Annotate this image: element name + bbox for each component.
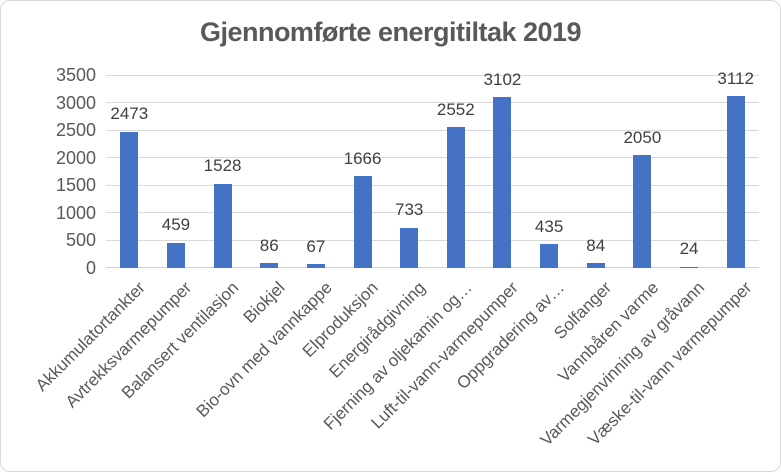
chart-title: Gjennomførte energitiltak 2019 [199, 17, 582, 47]
data-label-0: 2473 [110, 104, 149, 124]
gridline [106, 102, 759, 104]
bar-11 [633, 154, 652, 268]
bar-12 [680, 266, 699, 268]
data-label-12: 24 [679, 239, 699, 259]
gridline [106, 129, 759, 131]
data-label-10: 84 [586, 235, 606, 255]
bar-10 [586, 263, 605, 268]
data-label-4: 67 [306, 236, 326, 256]
gridline [106, 239, 759, 241]
bar-7 [446, 127, 465, 268]
y-tick-label: 1500 [55, 175, 96, 196]
y-tick-label: 3500 [55, 65, 96, 85]
gridline [106, 157, 759, 159]
y-tick-label: 0 [85, 258, 96, 278]
gridline [106, 212, 759, 214]
bar-9 [540, 244, 559, 268]
y-tick-label: 1000 [55, 202, 96, 223]
y-tick-label: 2500 [55, 120, 96, 141]
y-tick-label: 500 [65, 230, 96, 251]
bar-1 [166, 242, 185, 268]
bar-5 [353, 176, 372, 268]
data-label-5: 1666 [343, 148, 382, 168]
bar-8 [493, 96, 512, 268]
data-label-2: 1528 [203, 156, 242, 176]
gridline [106, 184, 759, 186]
plot-area: 2473 Akkumulatortankter 459 Avtrekksvarmepu… [32, 69, 759, 450]
y-tick-label: 3000 [55, 92, 96, 113]
y-tick-label: 2000 [55, 147, 96, 168]
data-label-3: 86 [259, 235, 279, 255]
bar-3 [260, 263, 279, 268]
x-axis-line [106, 267, 759, 268]
bar-13 [726, 96, 745, 268]
data-label-13: 3112 [717, 69, 754, 89]
bar-0 [120, 131, 139, 268]
data-label-1: 459 [161, 215, 191, 235]
bar-4 [306, 264, 325, 268]
gridline [106, 74, 759, 76]
data-label-8: 3102 [483, 69, 522, 89]
data-label-7: 2552 [436, 99, 475, 119]
bar-6 [400, 227, 419, 268]
data-label-11: 2050 [623, 127, 662, 147]
data-label-6: 733 [394, 200, 424, 220]
bar-2 [213, 183, 232, 268]
data-label-9: 435 [534, 216, 564, 236]
